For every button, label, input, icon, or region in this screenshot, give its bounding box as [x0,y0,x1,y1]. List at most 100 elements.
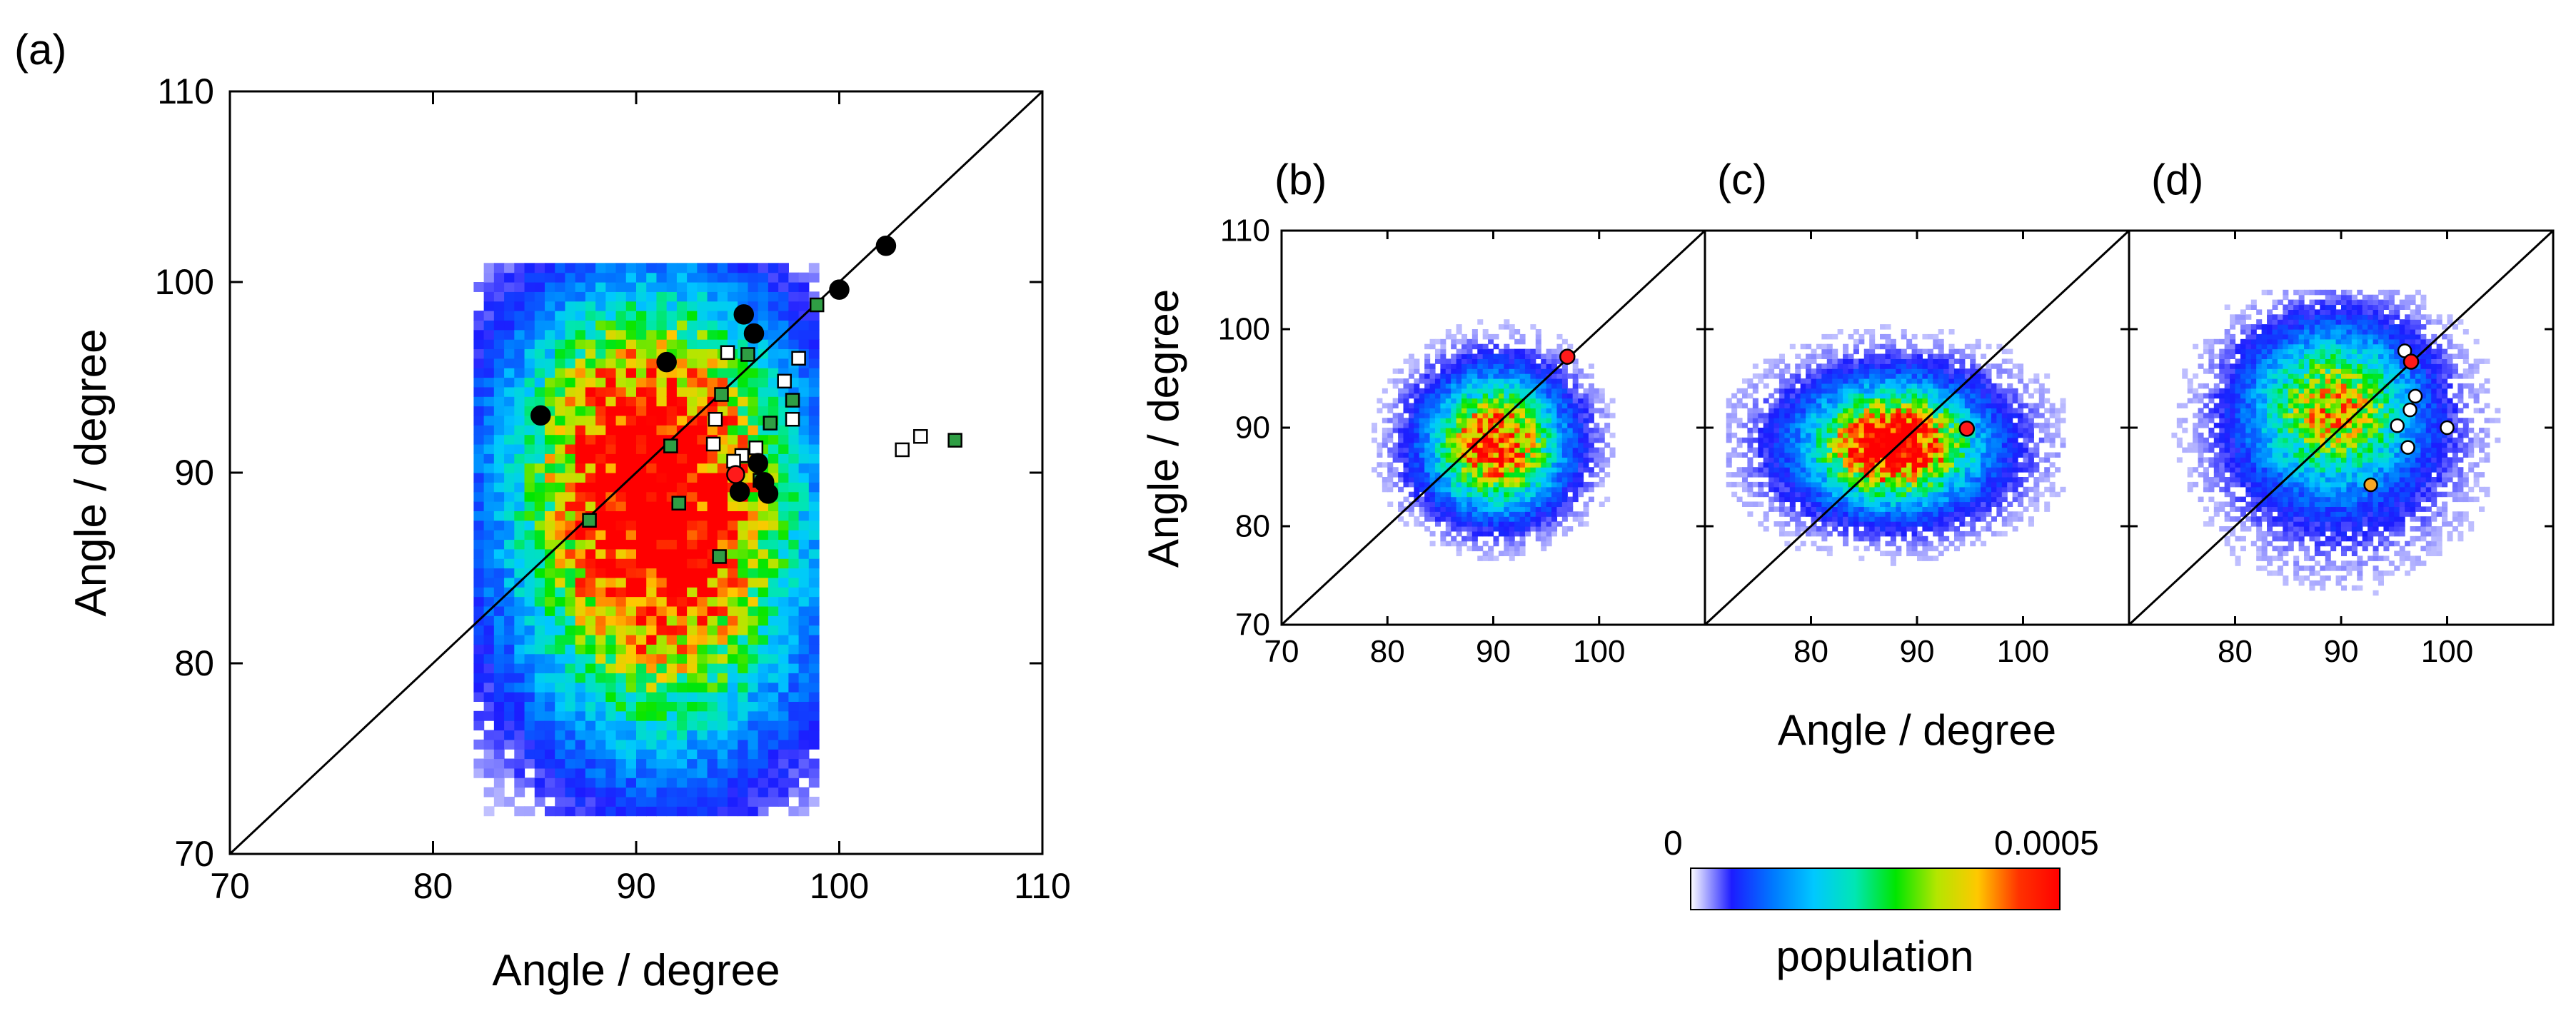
density-cell [1896,496,1902,503]
density-cell [1843,442,1849,448]
density-cell [758,311,769,321]
density-cell [1778,501,1785,507]
density-cell [1434,447,1441,453]
density-cell [544,473,555,483]
density-cell [1806,368,1812,374]
density-cell [1488,398,1494,404]
density-cell [1519,393,1526,399]
density-cell [615,530,627,540]
density-cell [1806,530,1812,537]
density-cell [1874,358,1881,364]
density-cell [1434,378,1441,384]
density-cell [676,653,688,664]
density-cell [656,625,668,635]
density-cell [493,282,505,292]
density-cell [524,530,535,540]
density-cell [1567,501,1574,507]
density-cell [1524,413,1531,418]
density-cell [1493,363,1499,369]
density-cell [1800,398,1806,404]
density-cell [473,758,485,769]
density-cell [514,605,525,616]
density-cell [1758,373,1764,379]
density-cell [738,749,749,760]
density-cell [544,291,555,302]
density-cell [687,768,698,778]
density-cell [1863,496,1870,503]
density-cell [1917,452,1923,458]
density-cell [666,396,678,407]
density-cell [514,548,525,559]
density-cell [1419,521,1425,527]
density-cell [768,530,779,540]
density-cell [1943,535,1950,542]
density-cell [1911,462,1918,468]
density-cell [1424,437,1431,443]
density-cell [585,663,596,673]
density-cell [1806,393,1812,399]
density-cell [1826,353,1833,359]
density-cell [748,806,759,817]
density-cell [646,301,658,311]
density-cell [1440,373,1447,379]
density-cell [514,625,525,635]
density-cell [778,625,789,635]
density-cell [1948,373,1955,379]
density-cell [1445,521,1451,527]
density-cell [1445,423,1451,428]
density-cell [646,682,658,693]
density-cell [646,434,658,445]
density-cell [1763,511,1769,517]
density-cell [585,634,596,645]
density-cell [1784,388,1791,394]
density-cell [1811,491,1817,498]
density-cell [1911,393,1918,399]
density-cell [1896,437,1902,443]
density-cell [1874,486,1881,493]
density-cell [1556,442,1563,448]
density-cell [1911,442,1918,448]
density-cell [1493,428,1499,433]
density-cell [1451,418,1457,423]
density-cell [1451,403,1457,408]
density-cell [1403,393,1409,399]
density-cell [788,768,800,778]
density-cell [1551,408,1558,413]
density-cell [1778,378,1785,384]
density-cell [1778,358,1785,364]
density-cell [798,625,810,635]
density-cell [1811,486,1817,493]
density-cell [524,377,535,388]
density-cell [504,453,515,464]
density-cell [1429,457,1436,463]
density-cell [524,358,535,368]
density-cell [1837,428,1843,433]
density-cell [1890,472,1896,478]
density-cell [1885,481,1891,488]
panel-b-markers [1559,348,1576,365]
white-square-marker [748,441,764,456]
density-cell [1890,467,1896,473]
density-cell [534,596,545,607]
density-cell [1419,457,1425,463]
x-tick-label: 90 [1476,634,1511,669]
density-cell [1752,501,1759,507]
density-cell [646,568,658,578]
density-cell [1853,343,1859,350]
density-cell [758,796,769,807]
density-cell [1556,428,1563,433]
density-cell [575,539,586,550]
density-cell [1922,535,1928,542]
density-cell [1906,403,1913,408]
density-cell [1943,403,1950,408]
density-cell [1546,526,1552,532]
density-cell [575,263,586,273]
density-cell [1482,408,1489,413]
density-cell [1953,477,1960,483]
density-cell [504,558,515,569]
density-cell [1519,481,1526,488]
density-cell [1509,324,1515,330]
density-cell [1541,398,1547,404]
density-cell [1948,348,1955,355]
density-cell [1493,383,1499,389]
